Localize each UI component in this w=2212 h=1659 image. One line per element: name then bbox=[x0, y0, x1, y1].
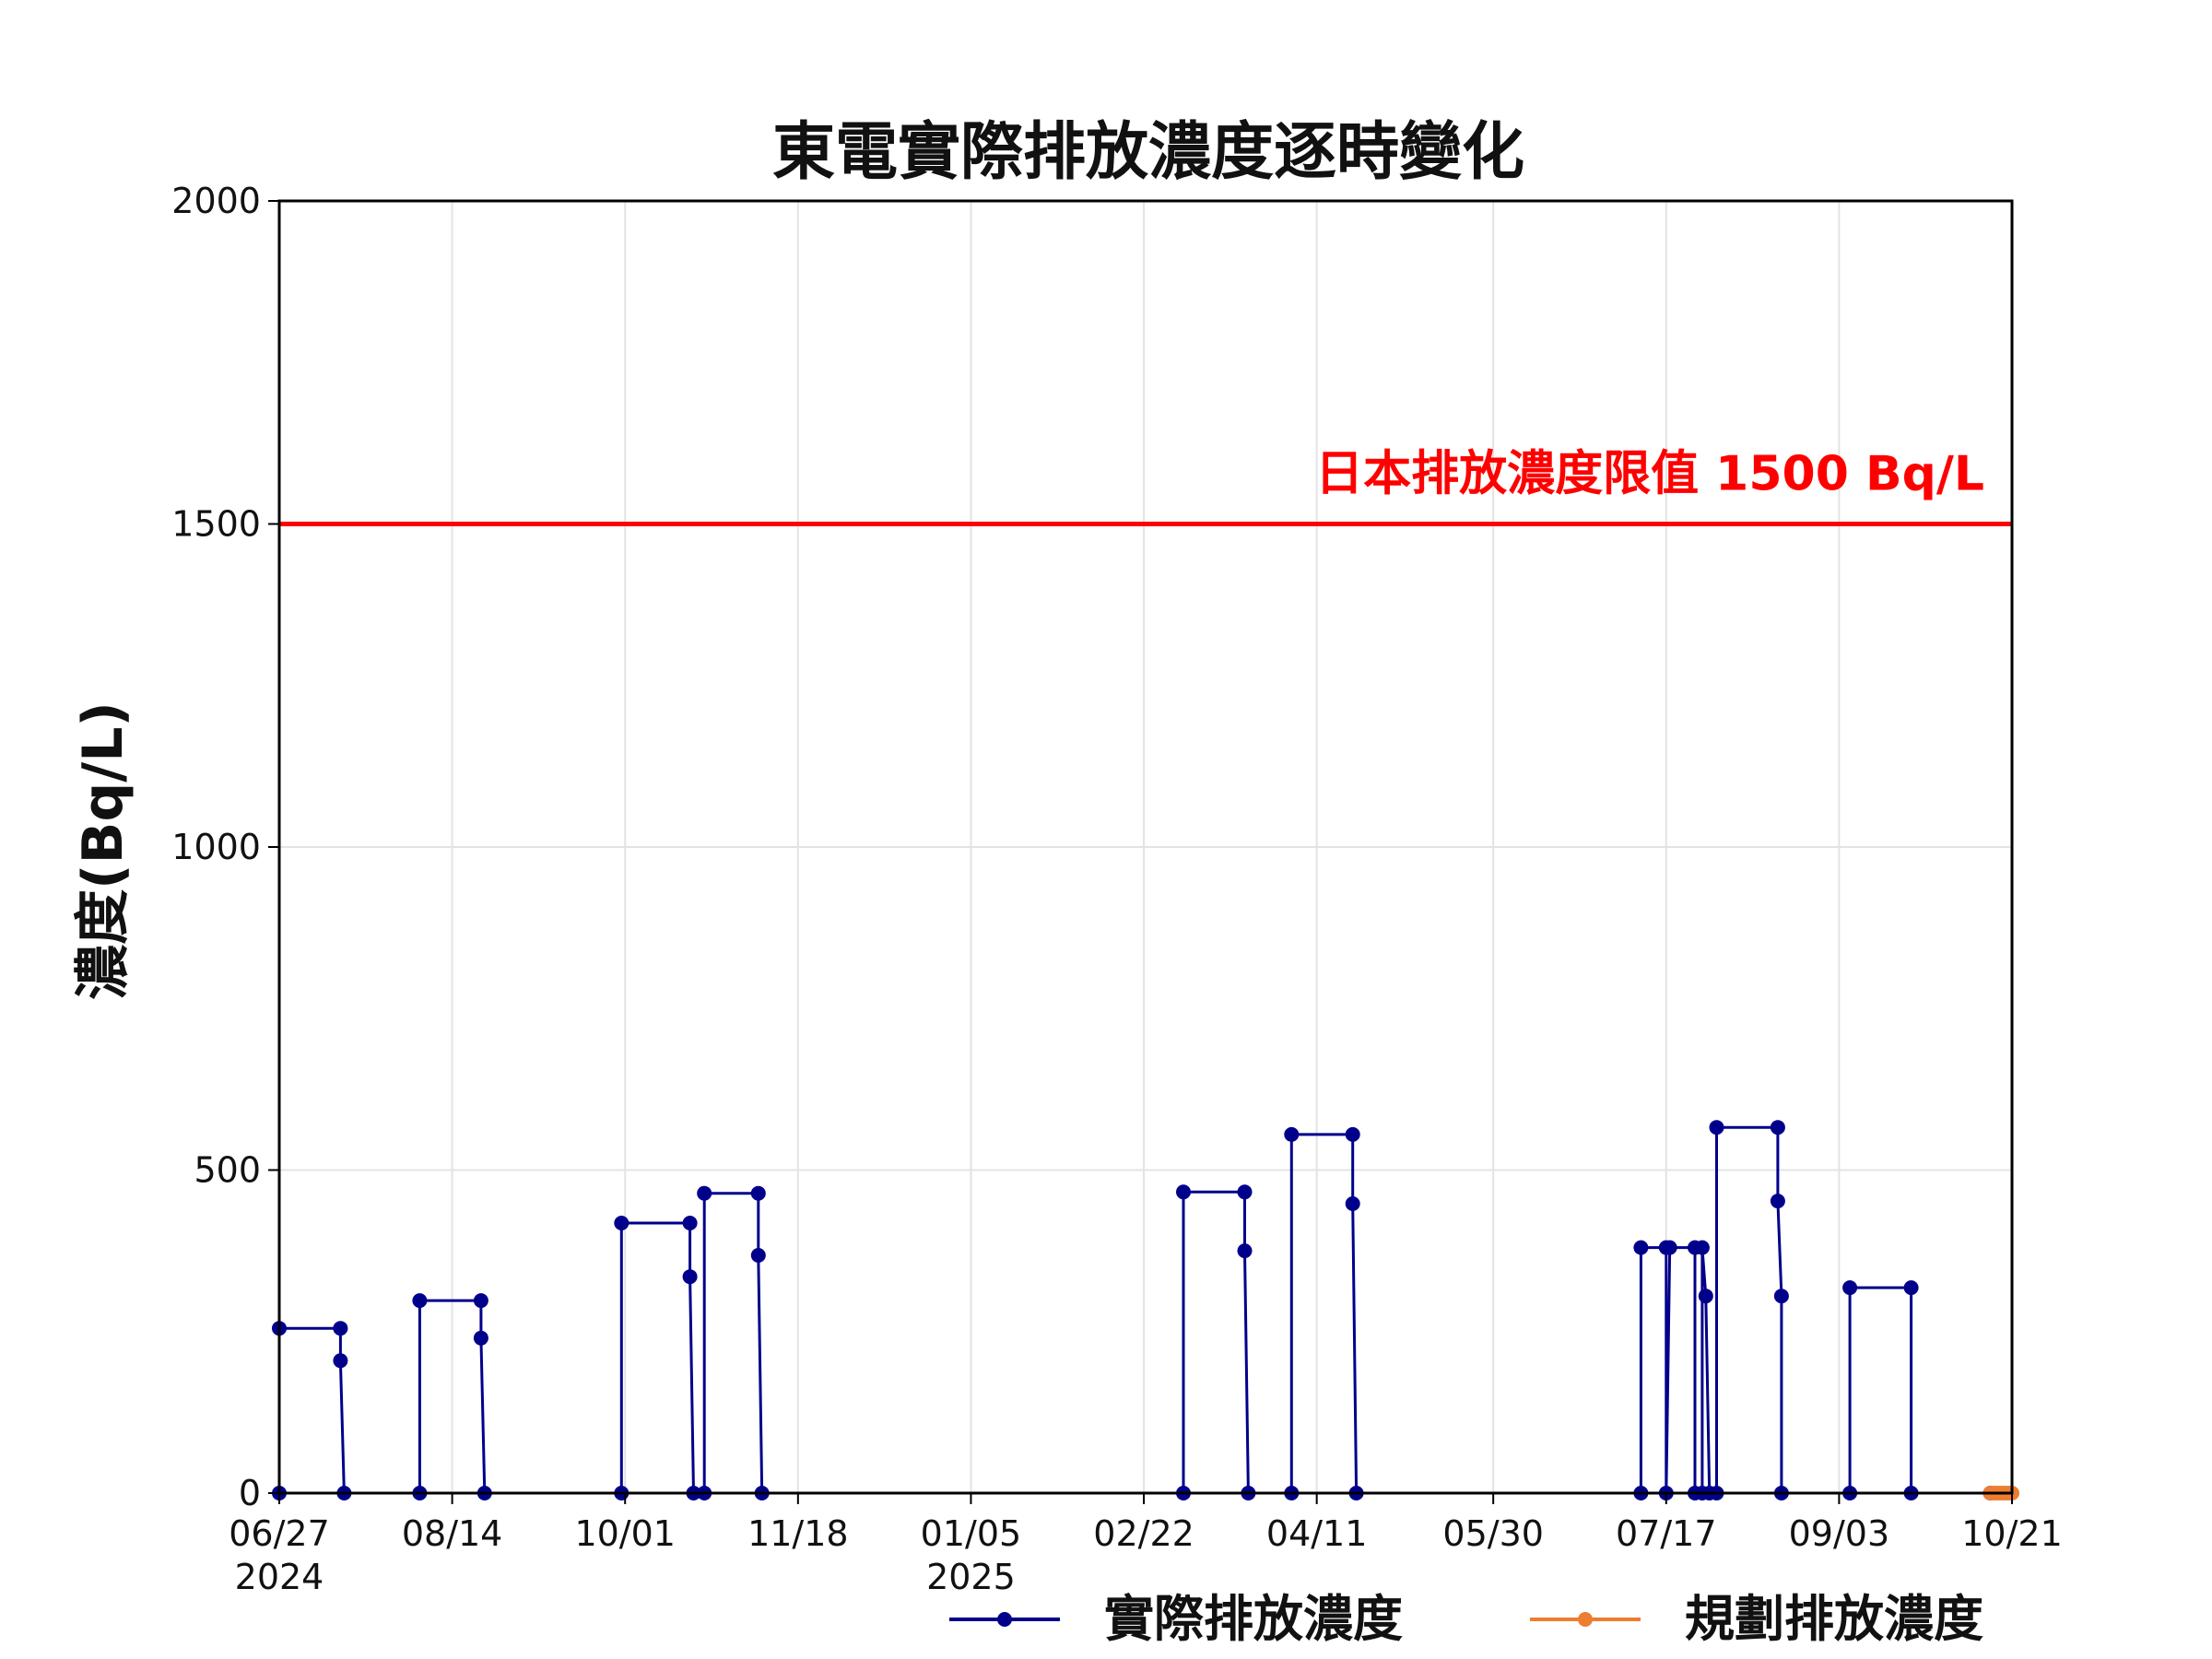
x-tick-label: 04/11 bbox=[1266, 1513, 1368, 1554]
data-point bbox=[1773, 1288, 1789, 1304]
x-tick-label: 09/03 bbox=[1789, 1513, 1890, 1554]
data-point bbox=[750, 1185, 766, 1201]
data-point bbox=[412, 1293, 428, 1309]
data-point bbox=[750, 1248, 766, 1263]
data-point bbox=[614, 1216, 629, 1230]
x-tick-label: 05/30 bbox=[1442, 1513, 1544, 1554]
data-point bbox=[1176, 1184, 1191, 1200]
legend: 實際排放濃度 規劃排放濃度 bbox=[949, 1590, 1983, 1648]
grid-lines bbox=[278, 200, 2013, 1494]
data-point bbox=[333, 1321, 348, 1336]
data-point bbox=[1345, 1196, 1360, 1211]
x-tick-label: 01/05 bbox=[921, 1513, 1022, 1554]
data-point bbox=[1903, 1280, 1919, 1296]
data-point bbox=[1633, 1240, 1649, 1255]
data-point bbox=[473, 1293, 488, 1309]
legend-label: 規劃排放濃度 bbox=[1685, 1590, 1983, 1648]
data-point bbox=[1709, 1120, 1724, 1135]
series-group bbox=[272, 1120, 2019, 1500]
y-tick-label: 0 bbox=[239, 1473, 261, 1513]
legend-swatch-marker bbox=[1578, 1612, 1593, 1627]
data-point bbox=[1842, 1280, 1858, 1296]
data-point bbox=[333, 1353, 348, 1369]
data-point bbox=[1345, 1126, 1360, 1142]
data-point bbox=[1770, 1120, 1785, 1135]
data-point bbox=[1770, 1194, 1785, 1209]
data-point bbox=[682, 1269, 698, 1285]
data-point bbox=[1662, 1240, 1677, 1255]
x-tick-label: 11/18 bbox=[747, 1513, 849, 1554]
x-tick-year-label: 2025 bbox=[926, 1557, 1016, 1597]
y-tick-label: 1500 bbox=[171, 504, 261, 545]
y-tick-label: 500 bbox=[194, 1150, 261, 1191]
data-point bbox=[1237, 1243, 1253, 1259]
data-point bbox=[1698, 1288, 1713, 1304]
limit-line-label: 日本排放濃度限值 1500 Bq/L bbox=[1315, 447, 1984, 502]
data-point bbox=[682, 1216, 698, 1230]
data-point bbox=[1284, 1126, 1300, 1142]
y-tick-label: 1000 bbox=[171, 827, 261, 867]
x-tick-label: 02/22 bbox=[1093, 1513, 1194, 1554]
chart-title: 東電實際排放濃度逐時變化 bbox=[772, 116, 1524, 189]
x-tick-label: 10/01 bbox=[574, 1513, 676, 1554]
series-line-0 bbox=[277, 1125, 1991, 1495]
y-tick-label: 2000 bbox=[171, 181, 261, 221]
reference-line-group: 日本排放濃度限值 1500 Bq/L bbox=[279, 447, 2012, 526]
x-tick-label: 07/17 bbox=[1616, 1513, 1717, 1554]
data-point bbox=[473, 1330, 488, 1346]
data-point bbox=[1237, 1184, 1253, 1200]
x-tick-year-label: 2024 bbox=[235, 1557, 324, 1597]
legend-label: 實際排放濃度 bbox=[1104, 1590, 1403, 1648]
x-tick-label: 08/14 bbox=[402, 1513, 503, 1554]
x-tick-label: 06/27 bbox=[229, 1513, 330, 1554]
series-points-0 bbox=[272, 1120, 1998, 1500]
data-point bbox=[1694, 1240, 1710, 1255]
data-point bbox=[697, 1185, 712, 1201]
y-axis-label: 濃度(Bq/L) bbox=[71, 701, 135, 1000]
x-tick-label: 10/21 bbox=[1961, 1513, 2063, 1554]
legend-swatch-marker bbox=[997, 1612, 1012, 1627]
